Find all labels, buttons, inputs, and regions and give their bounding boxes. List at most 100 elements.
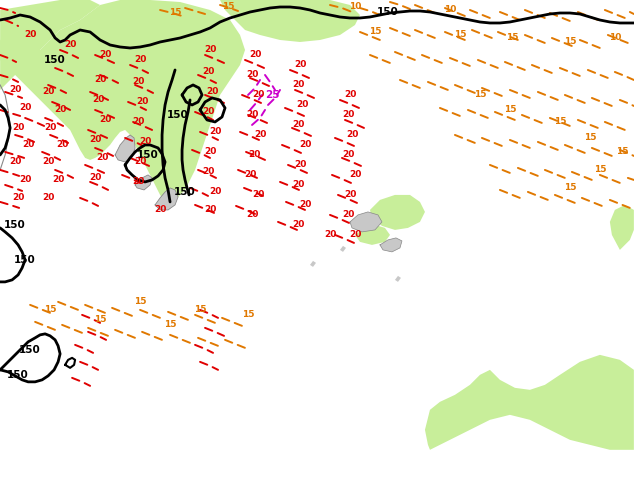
- Text: 20: 20: [202, 68, 214, 76]
- Text: 20: 20: [349, 171, 361, 179]
- Text: 20: 20: [202, 168, 214, 176]
- Text: 15: 15: [593, 166, 606, 174]
- Text: 10: 10: [349, 2, 361, 11]
- Polygon shape: [610, 205, 634, 250]
- Text: 20: 20: [99, 116, 112, 124]
- Text: 20: 20: [209, 127, 221, 136]
- Text: 20: 20: [296, 100, 308, 109]
- Polygon shape: [220, 0, 360, 42]
- Text: 20: 20: [132, 77, 145, 86]
- Text: 150: 150: [377, 7, 399, 17]
- Text: 15: 15: [194, 305, 206, 315]
- Polygon shape: [310, 261, 316, 267]
- Text: 20: 20: [96, 153, 108, 163]
- Text: 20: 20: [12, 123, 24, 132]
- Text: 20: 20: [324, 230, 336, 240]
- Text: 15: 15: [564, 37, 576, 47]
- Text: 15: 15: [553, 118, 566, 126]
- Text: 25: 25: [265, 90, 279, 100]
- Text: 20: 20: [64, 41, 76, 49]
- Text: 20: 20: [204, 205, 216, 215]
- Polygon shape: [340, 246, 346, 252]
- Text: 20: 20: [22, 141, 34, 149]
- Text: 20: 20: [19, 175, 31, 184]
- Text: 20: 20: [154, 205, 166, 215]
- Text: 20: 20: [292, 80, 304, 90]
- Polygon shape: [0, 0, 100, 90]
- Text: 150: 150: [167, 110, 189, 120]
- Polygon shape: [0, 0, 245, 205]
- Text: 20: 20: [294, 160, 306, 170]
- Polygon shape: [355, 225, 390, 245]
- Text: 15: 15: [564, 183, 576, 193]
- Text: 150: 150: [44, 55, 66, 65]
- Text: 20: 20: [342, 110, 354, 120]
- Text: 20: 20: [19, 103, 31, 113]
- Text: 20: 20: [132, 177, 145, 186]
- Text: 20: 20: [349, 230, 361, 240]
- Text: 15: 15: [44, 305, 56, 315]
- Text: 20: 20: [52, 175, 64, 184]
- Text: 20: 20: [92, 96, 104, 104]
- Polygon shape: [370, 195, 425, 230]
- Text: 20: 20: [139, 137, 152, 147]
- Text: 20: 20: [99, 50, 112, 59]
- Text: 15: 15: [454, 30, 466, 40]
- Text: 15: 15: [134, 297, 146, 306]
- Polygon shape: [155, 188, 178, 210]
- Text: 15: 15: [164, 320, 176, 329]
- Polygon shape: [135, 175, 152, 190]
- Text: 20: 20: [249, 50, 261, 59]
- Text: 20: 20: [89, 135, 101, 145]
- Text: 150: 150: [174, 187, 196, 197]
- Text: 20: 20: [252, 191, 264, 199]
- Text: 20: 20: [254, 130, 266, 140]
- Text: 20: 20: [132, 118, 145, 126]
- Text: 20: 20: [246, 210, 258, 220]
- Text: 150: 150: [4, 220, 26, 230]
- Text: 15: 15: [94, 316, 107, 324]
- Polygon shape: [115, 135, 135, 162]
- Text: 15: 15: [506, 33, 518, 43]
- Text: 15: 15: [584, 133, 596, 143]
- Text: 20: 20: [94, 75, 107, 84]
- Polygon shape: [380, 238, 402, 252]
- Text: 20: 20: [54, 105, 67, 115]
- Text: 20: 20: [42, 194, 55, 202]
- Text: 20: 20: [42, 157, 55, 167]
- Text: 20: 20: [346, 130, 358, 140]
- Polygon shape: [425, 355, 634, 450]
- Text: 20: 20: [299, 141, 311, 149]
- Text: 20: 20: [342, 210, 354, 220]
- Text: 20: 20: [44, 123, 56, 132]
- Text: Height/Temp. 850 hPa [gdmp][°C] ECMWF: Height/Temp. 850 hPa [gdmp][°C] ECMWF: [6, 459, 270, 471]
- Text: 20: 20: [9, 85, 22, 95]
- Text: 15: 15: [369, 27, 381, 36]
- Polygon shape: [395, 276, 401, 282]
- Text: 15: 15: [474, 91, 486, 99]
- Text: 15: 15: [242, 310, 254, 319]
- Text: 20: 20: [292, 121, 304, 129]
- Text: Fr 17-05-2024 12:00 UTC (12+240): Fr 17-05-2024 12:00 UTC (12+240): [399, 459, 628, 471]
- Text: 20: 20: [202, 107, 214, 117]
- Text: 20: 20: [244, 171, 256, 179]
- Text: 20: 20: [206, 87, 218, 97]
- Text: 20: 20: [299, 200, 311, 209]
- Text: 20: 20: [248, 150, 260, 159]
- Text: 20: 20: [344, 91, 356, 99]
- Text: 20: 20: [42, 87, 55, 97]
- Text: 20: 20: [56, 141, 68, 149]
- Text: 20: 20: [342, 150, 354, 159]
- Text: 20: 20: [252, 91, 264, 99]
- Text: 20: 20: [134, 157, 146, 167]
- Text: 20: 20: [9, 157, 22, 167]
- Text: 15: 15: [169, 8, 181, 18]
- Text: 20: 20: [209, 187, 221, 196]
- Text: 15: 15: [503, 105, 516, 115]
- Text: 20: 20: [134, 55, 146, 65]
- Text: 150: 150: [14, 255, 36, 265]
- Text: 150: 150: [19, 345, 41, 355]
- Text: 20: 20: [12, 194, 24, 202]
- Text: 20: 20: [204, 46, 216, 54]
- Text: ©weatheronline.co.uk: ©weatheronline.co.uk: [503, 479, 628, 489]
